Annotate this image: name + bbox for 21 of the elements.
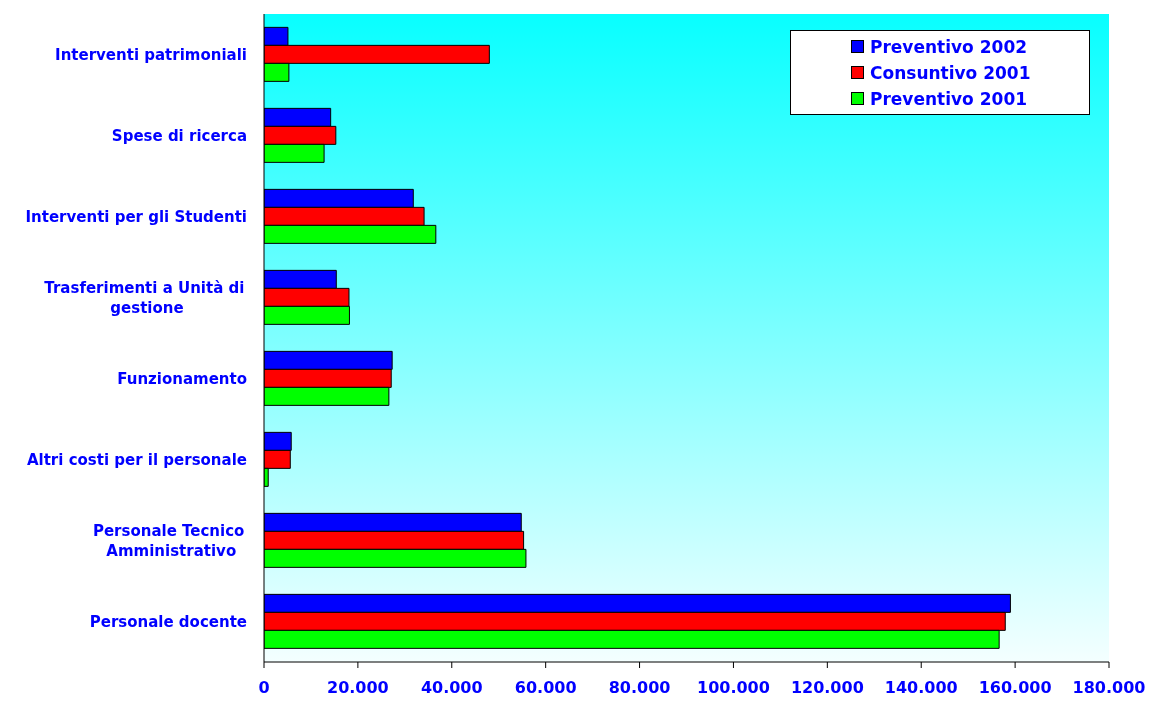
legend-label: Consuntivo 2001 [870,62,1031,83]
x-tick-label: 140.000 [884,678,958,698]
y-tick-label: Altri costi per il personale [26,450,248,469]
y-tick-label: Trasferimenti a Unità di gestione [44,278,250,317]
y-tick-label: Personale docente [89,612,247,631]
y-tick-label: Interventi patrimoniali [55,45,248,64]
y-tick-label: Funzionamento [117,369,247,388]
x-tick-label: 120.000 [790,678,864,698]
x-tick-label: 60.000 [514,678,577,698]
x-tick-label: 100.000 [697,678,770,698]
y-tick-label: Interventi per gli Studenti [25,207,247,226]
legend-label: Preventivo 2002 [870,36,1028,57]
x-tick-label: 40.000 [420,678,483,698]
x-tick-label: 0 [258,678,270,698]
x-tick-label: 80.000 [608,678,671,698]
y-tick-label: Spese di ricerca [111,126,247,145]
legend-label: Preventivo 2001 [870,88,1028,109]
x-tick-label: 20.000 [327,678,389,698]
x-tick-label: 180.000 [1072,678,1146,698]
y-tick-label: Personale Tecnico Amministrativo [92,521,250,560]
x-tick-label: 160.000 [978,678,1052,698]
